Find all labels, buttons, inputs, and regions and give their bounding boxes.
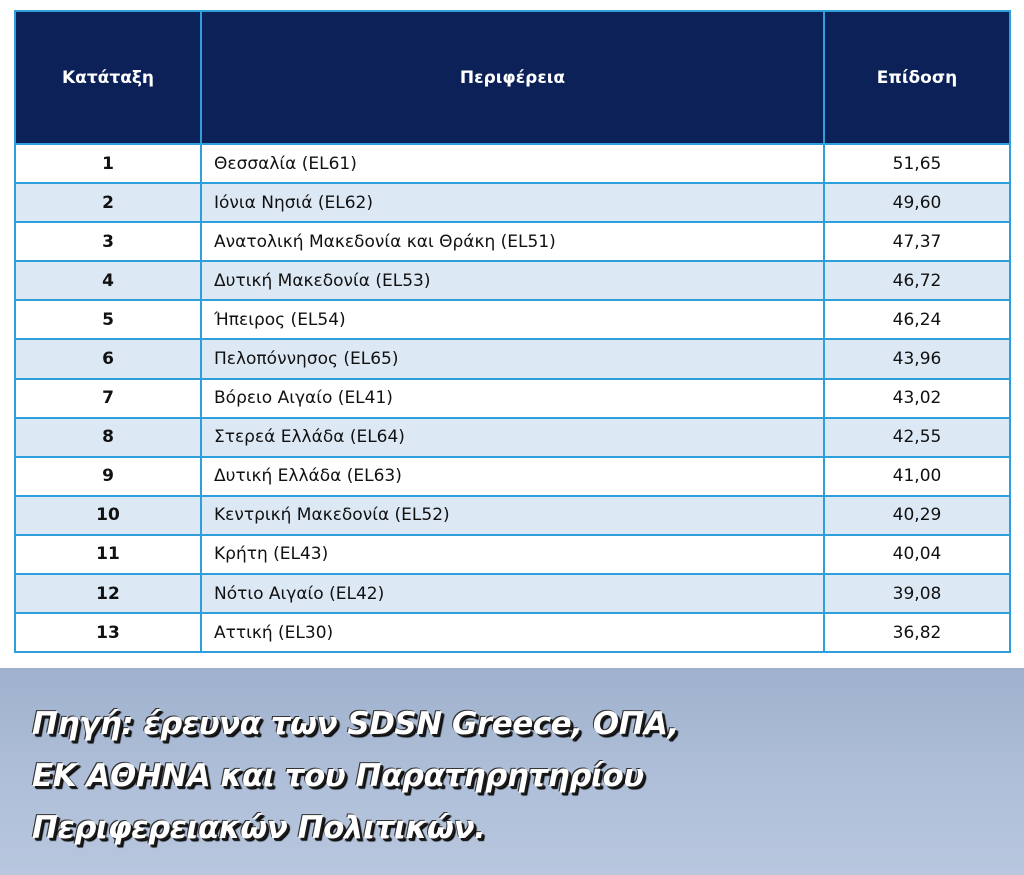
source-line-2: ΕΚ ΑΘΗΝΑ και του Παρατηρητηρίου	[32, 758, 644, 794]
table-row: 13 Αττική (EL30) 36,82	[14, 612, 1011, 654]
score-cell: 41,00	[823, 455, 1011, 497]
rank-cell: 6	[14, 338, 202, 380]
ranking-table: Κατάταξη Περιφέρεια Επίδοση 1 Θεσσαλία (…	[14, 10, 1011, 654]
score-cell: 39,08	[823, 573, 1011, 615]
score-cell: 46,72	[823, 260, 1011, 302]
region-cell: Ιόνια Νησιά (EL62)	[200, 182, 825, 224]
region-cell: Στερεά Ελλάδα (EL64)	[200, 416, 825, 458]
region-cell: Κεντρική Μακεδονία (EL52)	[200, 494, 825, 536]
region-cell: Ήπειρος (EL54)	[200, 299, 825, 341]
region-cell: Ανατολική Μακεδονία και Θράκη (EL51)	[200, 221, 825, 263]
table-row: 10 Κεντρική Μακεδονία (EL52) 40,29	[14, 494, 1011, 536]
rank-cell: 7	[14, 377, 202, 419]
ranking-table-panel: Κατάταξη Περιφέρεια Επίδοση 1 Θεσσαλία (…	[14, 10, 1011, 654]
rank-cell: 8	[14, 416, 202, 458]
rank-cell: 5	[14, 299, 202, 341]
table-row: 3 Ανατολική Μακεδονία και Θράκη (EL51) 4…	[14, 221, 1011, 263]
score-cell: 43,02	[823, 377, 1011, 419]
score-cell: 42,55	[823, 416, 1011, 458]
score-cell: 51,65	[823, 142, 1011, 185]
rank-cell: 9	[14, 455, 202, 497]
table-row: 12 Νότιο Αιγαίο (EL42) 39,08	[14, 573, 1011, 615]
score-cell: 46,24	[823, 299, 1011, 341]
region-cell: Κρήτη (EL43)	[200, 533, 825, 576]
table-row: 4 Δυτική Μακεδονία (EL53) 46,72	[14, 260, 1011, 302]
score-cell: 47,37	[823, 221, 1011, 263]
region-cell: Δυτική Ελλάδα (EL63)	[200, 455, 825, 497]
rank-cell: 1	[14, 142, 202, 185]
rank-cell: 11	[14, 533, 202, 576]
rank-cell: 3	[14, 221, 202, 263]
table-row: 5 Ήπειρος (EL54) 46,24	[14, 299, 1011, 341]
source-line-1: Πηγή: έρευνα των SDSN Greece, ΟΠΑ,	[32, 706, 679, 742]
region-cell: Θεσσαλία (EL61)	[200, 142, 825, 185]
score-cell: 40,29	[823, 494, 1011, 536]
region-cell: Βόρειο Αιγαίο (EL41)	[200, 377, 825, 419]
rank-cell: 13	[14, 612, 202, 654]
rank-cell: 12	[14, 573, 202, 615]
region-cell: Αττική (EL30)	[200, 612, 825, 654]
table-row: 2 Ιόνια Νησιά (EL62) 49,60	[14, 182, 1011, 224]
region-cell: Πελοπόννησος (EL65)	[200, 338, 825, 380]
column-header-score: Επίδοση	[823, 10, 1011, 145]
column-header-rank: Κατάταξη	[14, 10, 202, 145]
table-row: 9 Δυτική Ελλάδα (EL63) 41,00	[14, 455, 1011, 497]
table-header-row: Κατάταξη Περιφέρεια Επίδοση	[14, 10, 1011, 145]
rank-cell: 10	[14, 494, 202, 536]
region-cell: Νότιο Αιγαίο (EL42)	[200, 573, 825, 615]
score-cell: 43,96	[823, 338, 1011, 380]
table-row: 6 Πελοπόννησος (EL65) 43,96	[14, 338, 1011, 380]
table-row: 7 Βόρειο Αιγαίο (EL41) 43,02	[14, 377, 1011, 419]
table-row: 8 Στερεά Ελλάδα (EL64) 42,55	[14, 416, 1011, 458]
source-caption: Πηγή: έρευνα των SDSN Greece, ΟΠΑ, ΕΚ ΑΘ…	[32, 698, 732, 854]
rank-cell: 4	[14, 260, 202, 302]
score-cell: 40,04	[823, 533, 1011, 576]
source-line-3: Περιφερειακών Πολιτικών.	[32, 810, 486, 846]
source-caption-band: Πηγή: έρευνα των SDSN Greece, ΟΠΑ, ΕΚ ΑΘ…	[0, 668, 1024, 875]
column-header-region: Περιφέρεια	[200, 10, 825, 145]
region-cell: Δυτική Μακεδονία (EL53)	[200, 260, 825, 302]
table-row: 1 Θεσσαλία (EL61) 51,65	[14, 142, 1011, 185]
table-row: 11 Κρήτη (EL43) 40,04	[14, 533, 1011, 576]
score-cell: 36,82	[823, 612, 1011, 654]
score-cell: 49,60	[823, 182, 1011, 224]
rank-cell: 2	[14, 182, 202, 224]
